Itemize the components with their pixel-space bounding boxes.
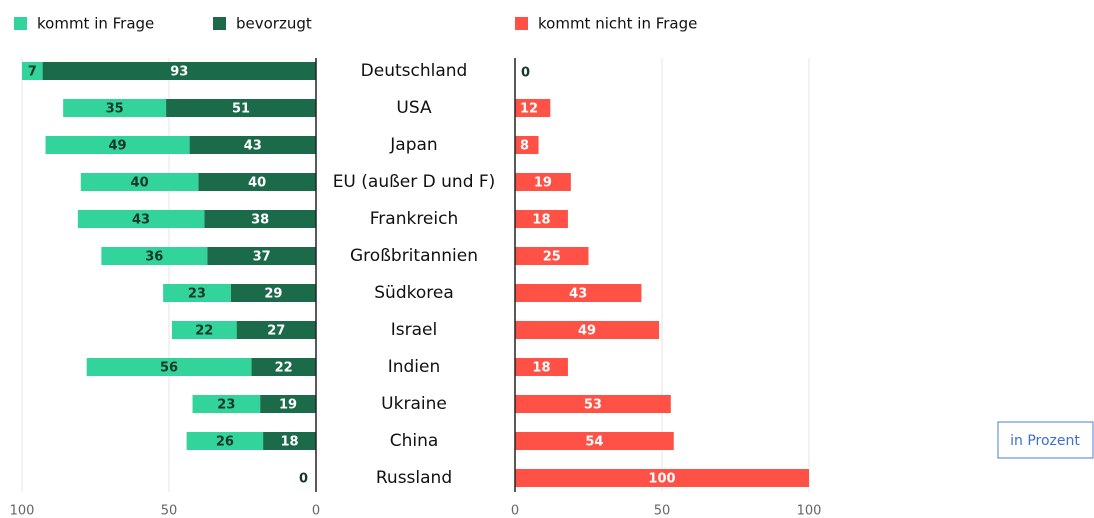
data-label: 53 bbox=[584, 398, 602, 413]
data-label: 56 bbox=[160, 361, 178, 376]
data-label: 43 bbox=[569, 287, 587, 302]
bar-segment bbox=[198, 173, 316, 191]
bar-segment bbox=[186, 432, 264, 450]
bar-segment bbox=[22, 62, 43, 80]
data-label: 25 bbox=[543, 250, 561, 265]
data-label: 26 bbox=[216, 435, 234, 450]
bar bbox=[515, 395, 671, 413]
data-label: 27 bbox=[267, 324, 285, 339]
bar-segment bbox=[171, 321, 237, 339]
bar-segment bbox=[86, 358, 252, 376]
bar-segment bbox=[45, 136, 190, 154]
bar bbox=[515, 321, 660, 339]
data-label: 35 bbox=[106, 102, 124, 117]
x2-tick-label: 0 bbox=[511, 504, 519, 518]
bar-segment bbox=[192, 395, 261, 413]
data-label: 93 bbox=[170, 65, 188, 80]
legend-swatch bbox=[14, 17, 27, 30]
bar bbox=[515, 210, 568, 228]
category-label: EU (außer D und F) bbox=[333, 172, 496, 192]
bar bbox=[515, 99, 551, 117]
data-label: 49 bbox=[109, 139, 127, 154]
bar-segment bbox=[207, 247, 316, 265]
data-label: 43 bbox=[132, 213, 150, 228]
bar bbox=[515, 247, 589, 265]
bar bbox=[515, 284, 642, 302]
category-label: USA bbox=[396, 98, 432, 118]
data-label: 0 bbox=[521, 66, 530, 81]
legend-label: bevorzugt bbox=[236, 15, 312, 33]
legend-swatch bbox=[515, 17, 528, 30]
category-label: Großbritannien bbox=[350, 246, 478, 266]
x-tick-label: 50 bbox=[161, 504, 178, 518]
category-label: Japan bbox=[389, 135, 437, 155]
category-label: China bbox=[390, 431, 439, 451]
data-label: 29 bbox=[264, 287, 282, 302]
data-label: 22 bbox=[275, 361, 293, 376]
legend-label: kommt nicht in Frage bbox=[538, 15, 697, 33]
bar-segment bbox=[251, 358, 316, 376]
annotation: in Prozent bbox=[1010, 433, 1080, 449]
data-label: 40 bbox=[248, 176, 266, 191]
x-tick-label: 100 bbox=[10, 504, 35, 518]
data-label: 37 bbox=[253, 250, 271, 265]
bar-segment bbox=[77, 210, 205, 228]
category-label: Indien bbox=[388, 357, 441, 377]
bar-segment bbox=[63, 99, 167, 117]
bar-segment bbox=[230, 284, 316, 302]
data-label: 18 bbox=[532, 361, 550, 376]
category-label: Russland bbox=[376, 468, 452, 488]
x2-tick-label: 50 bbox=[654, 504, 671, 518]
data-label: 54 bbox=[585, 435, 603, 450]
category-label: Deutschland bbox=[361, 61, 468, 81]
annotation-box bbox=[997, 421, 1094, 459]
data-label: 51 bbox=[232, 102, 250, 117]
category-label: Israel bbox=[391, 320, 437, 340]
data-label: 19 bbox=[279, 398, 297, 413]
data-label: 100 bbox=[648, 472, 675, 487]
bar bbox=[515, 469, 809, 487]
bar bbox=[515, 358, 568, 376]
bar-segment bbox=[163, 284, 231, 302]
data-label: 22 bbox=[195, 324, 213, 339]
data-label: 18 bbox=[532, 213, 550, 228]
bar-segment bbox=[101, 247, 208, 265]
legend-swatch bbox=[213, 17, 226, 30]
category-label: Ukraine bbox=[381, 394, 447, 414]
data-label: 12 bbox=[520, 102, 538, 117]
data-label: 19 bbox=[534, 176, 552, 191]
data-label: 18 bbox=[280, 435, 298, 450]
bar bbox=[515, 432, 674, 450]
data-label: 8 bbox=[520, 139, 529, 154]
bar-segment bbox=[80, 173, 199, 191]
bar-segment bbox=[189, 136, 316, 154]
bar-segment bbox=[42, 62, 317, 80]
x-tick-label: 0 bbox=[312, 504, 320, 518]
bar-segment bbox=[204, 210, 316, 228]
bar-segment bbox=[263, 432, 316, 450]
category-label: Frankreich bbox=[370, 209, 459, 229]
legend-label: kommt in Frage bbox=[37, 15, 154, 33]
bar bbox=[515, 136, 539, 154]
data-label: 38 bbox=[251, 213, 269, 228]
bar-segment bbox=[166, 99, 316, 117]
data-label: 0 bbox=[299, 472, 308, 487]
data-label: 49 bbox=[578, 324, 596, 339]
data-label: 7 bbox=[28, 65, 37, 80]
bar-segment bbox=[260, 395, 316, 413]
category-label: Südkorea bbox=[374, 283, 454, 303]
x2-tick-label: 100 bbox=[797, 504, 822, 518]
data-label: 36 bbox=[145, 250, 163, 265]
data-label: 23 bbox=[217, 398, 235, 413]
data-label: 43 bbox=[244, 139, 262, 154]
data-label: 23 bbox=[188, 287, 206, 302]
bar bbox=[515, 173, 571, 191]
data-label: 40 bbox=[131, 176, 149, 191]
bar-segment bbox=[236, 321, 316, 339]
